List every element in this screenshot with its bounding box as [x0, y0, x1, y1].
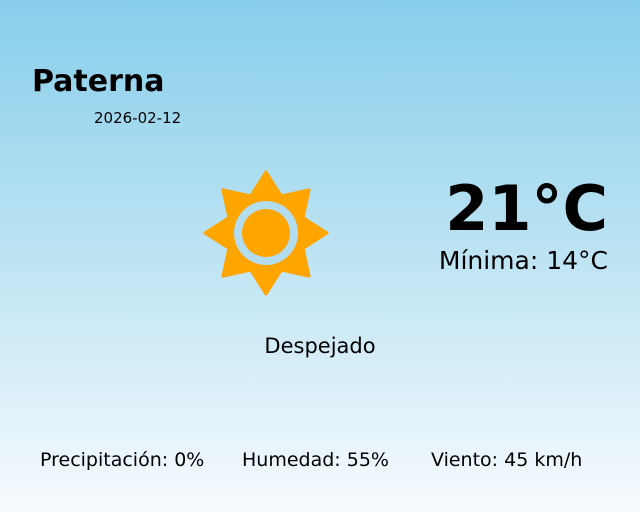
weather-condition: Despejado	[0, 334, 640, 358]
humidity-stat: Humedad: 55%	[242, 449, 389, 471]
city-name: Paterna	[32, 64, 165, 99]
current-temperature: 21°C	[445, 172, 608, 245]
minimum-temperature: Mínima: 14°C	[438, 246, 608, 275]
precipitation-stat: Precipitación: 0%	[40, 449, 205, 471]
sun-icon	[203, 170, 329, 296]
condition-label: Despejado	[264, 334, 376, 358]
wind-stat: Viento: 45 km/h	[431, 449, 583, 471]
forecast-date: 2026-02-12	[94, 109, 182, 127]
